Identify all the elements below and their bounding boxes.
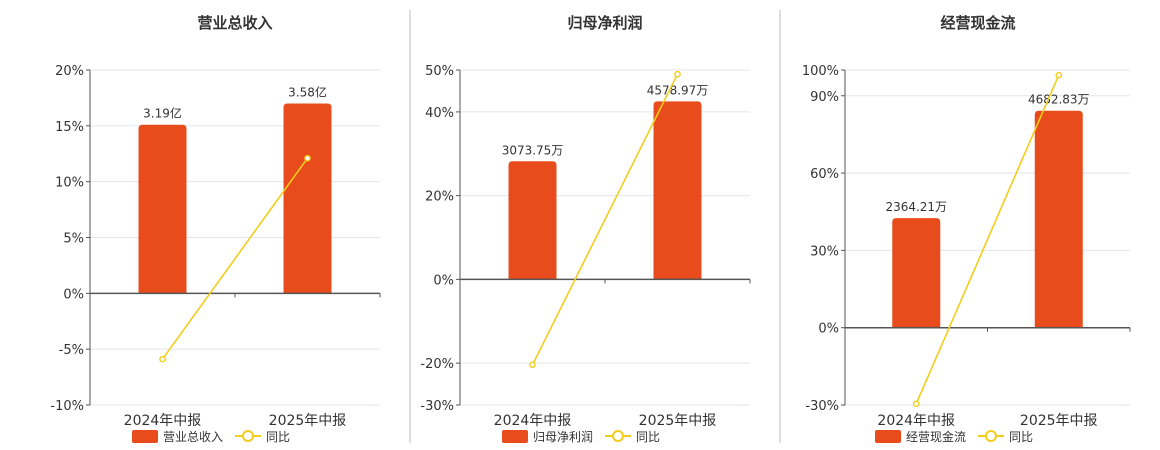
yoy-point (912, 400, 920, 408)
chart-title: 归母净利润 (567, 14, 642, 32)
yoy-point (529, 361, 536, 369)
legend-bar-label: 营业总收入 (163, 430, 223, 444)
legend-bar-label: 经营现金流 (906, 429, 966, 444)
y-tick-label: 0% (818, 322, 839, 337)
yoy-point (1055, 71, 1063, 79)
yoy-point (674, 70, 681, 78)
legend-line-marker (985, 430, 997, 442)
bar (1034, 110, 1083, 328)
legend-bar-swatch (875, 430, 901, 443)
x-tick-label: 2025年中报 (639, 413, 717, 429)
y-tick-label: 40% (425, 106, 454, 121)
bar (138, 124, 187, 294)
bar-value-label: 3073.75万 (502, 143, 564, 157)
legend-line-marker (242, 430, 254, 442)
y-tick-label: 0% (433, 273, 454, 288)
yoy-point (304, 154, 311, 162)
legend-bar-swatch (132, 430, 158, 443)
x-tick-label: 2025年中报 (1020, 413, 1098, 429)
y-tick-label: -30% (420, 399, 454, 414)
y-tick-label: 20% (425, 190, 454, 205)
y-tick-label: 90% (810, 90, 839, 105)
y-tick-label: 30% (810, 244, 839, 259)
y-tick-label: 20% (55, 64, 84, 79)
bar-value-label: 4682.83万 (1028, 93, 1090, 107)
x-tick-label: 2024年中报 (494, 413, 572, 429)
yoy-line (915, 74, 1060, 405)
legend-bar-label: 归母净利润 (533, 430, 593, 444)
y-tick-label: 5% (63, 232, 84, 247)
legend-line-marker (612, 430, 624, 442)
y-tick-label: -30% (805, 399, 839, 414)
legend-line-label: 同比 (266, 430, 290, 444)
yoy-line (531, 73, 679, 366)
bar (653, 101, 702, 280)
x-tick-label: 2024年中报 (877, 413, 955, 429)
bar (892, 218, 941, 328)
y-tick-label: -5% (59, 343, 84, 358)
bar (283, 103, 332, 294)
yoy-point (159, 355, 166, 363)
bar-value-label: 3.19亿 (143, 106, 182, 121)
x-tick-label: 2025年中报 (269, 413, 347, 429)
y-tick-label: 15% (55, 120, 84, 135)
yoy-line (161, 157, 309, 360)
legend-line-label: 同比 (1009, 430, 1033, 444)
y-tick-label: -10% (50, 399, 84, 414)
y-tick-label: 10% (55, 176, 84, 191)
bar (508, 161, 557, 280)
y-tick-label: 100% (802, 64, 839, 79)
bar-value-label: 3.58亿 (288, 85, 327, 100)
y-tick-label: 50% (425, 64, 454, 79)
legend-line-label: 同比 (636, 430, 660, 444)
y-tick-label: -20% (420, 357, 454, 372)
bar-value-label: 2364.21万 (885, 200, 947, 214)
x-tick-label: 2024年中报 (124, 413, 202, 429)
y-tick-label: 0% (63, 287, 84, 302)
legend-bar-swatch (502, 430, 528, 443)
y-tick-label: 60% (810, 167, 839, 182)
chart-title: 营业总收入 (197, 14, 272, 32)
bar-value-label: 4578.97万 (647, 83, 709, 97)
chart-title: 经营现金流 (940, 14, 1015, 32)
